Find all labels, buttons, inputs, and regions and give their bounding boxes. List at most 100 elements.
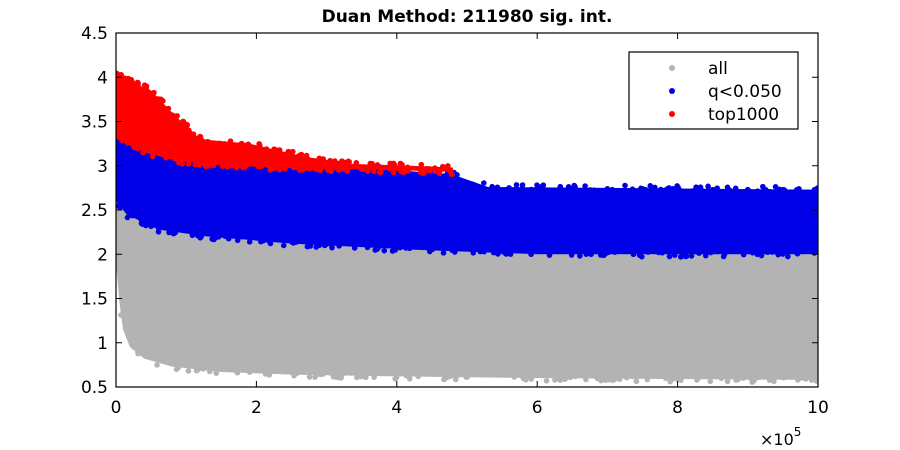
data-point — [165, 105, 172, 112]
data-point — [702, 252, 709, 259]
data-point — [230, 237, 236, 244]
data-point — [593, 253, 599, 259]
data-point — [210, 162, 217, 169]
data-point — [692, 187, 698, 193]
data-point — [647, 187, 654, 194]
data-point — [793, 187, 800, 193]
data-point — [645, 249, 651, 255]
data-point — [138, 216, 145, 223]
data-point — [329, 244, 335, 251]
data-point — [629, 186, 636, 193]
data-point — [389, 248, 396, 254]
data-point — [811, 250, 818, 256]
data-point — [616, 376, 623, 382]
series-band-top1000 — [116, 72, 453, 172]
data-point — [333, 374, 339, 380]
data-point — [639, 186, 646, 193]
data-point — [740, 251, 747, 258]
data-point — [327, 157, 333, 164]
data-point — [583, 376, 589, 383]
series-band-all — [116, 148, 818, 380]
data-point — [374, 162, 381, 169]
data-point — [633, 378, 640, 385]
data-point — [312, 374, 318, 380]
data-point — [592, 373, 599, 380]
data-point — [412, 248, 419, 255]
data-point — [170, 230, 177, 237]
data-point — [470, 249, 477, 256]
data-point — [312, 239, 319, 246]
data-point — [405, 373, 411, 379]
data-point — [190, 131, 197, 137]
data-point — [390, 169, 397, 176]
data-point — [441, 173, 448, 179]
data-point — [669, 374, 676, 381]
data-point — [392, 376, 398, 382]
data-point — [449, 171, 455, 178]
data-point — [185, 368, 192, 374]
data-point — [265, 162, 272, 168]
data-point — [477, 248, 484, 255]
data-point — [480, 180, 487, 186]
data-point — [740, 375, 747, 382]
data-point — [179, 161, 185, 167]
y-tick-label: 2.5 — [81, 201, 108, 221]
data-point — [705, 183, 711, 190]
legend-label: top1000 — [708, 105, 779, 125]
data-point — [358, 166, 365, 172]
data-point — [317, 167, 324, 174]
data-point — [222, 141, 228, 147]
data-point — [285, 148, 292, 155]
data-point — [604, 185, 611, 192]
x-axis-exponent: ×105 — [760, 425, 801, 449]
data-point — [381, 247, 388, 254]
data-point — [364, 244, 371, 251]
data-point — [307, 243, 314, 249]
legend-label: all — [708, 59, 728, 79]
data-point — [155, 229, 162, 235]
data-point — [257, 143, 263, 149]
data-point — [328, 370, 334, 376]
data-point — [387, 160, 393, 167]
data-point — [174, 113, 180, 119]
data-point — [293, 370, 300, 377]
data-point — [525, 373, 532, 380]
data-point — [597, 252, 604, 258]
data-point — [204, 138, 211, 145]
data-point — [280, 242, 287, 249]
data-point — [588, 251, 594, 258]
data-point — [528, 249, 535, 256]
y-tick-label: 4 — [97, 68, 108, 88]
data-point — [494, 184, 501, 191]
data-point — [398, 167, 405, 174]
data-point — [151, 89, 157, 96]
data-point — [678, 254, 684, 260]
data-point — [726, 187, 733, 194]
x-exponent-power: 5 — [794, 425, 802, 439]
data-point — [655, 373, 661, 380]
data-point — [611, 249, 618, 255]
data-point — [178, 120, 184, 127]
data-point — [440, 250, 447, 256]
data-point — [246, 239, 253, 245]
data-point — [293, 239, 299, 245]
data-point — [374, 246, 381, 252]
data-point — [197, 133, 204, 140]
data-point — [240, 164, 246, 171]
data-point — [724, 378, 731, 385]
data-point — [363, 374, 369, 381]
data-point — [674, 186, 681, 193]
data-point — [603, 374, 610, 380]
data-point — [208, 365, 215, 372]
data-point — [647, 183, 654, 189]
data-point — [306, 166, 313, 172]
data-point — [507, 251, 514, 257]
data-point — [609, 186, 616, 193]
data-point — [674, 376, 681, 383]
data-point — [735, 376, 742, 382]
data-point — [122, 75, 128, 82]
y-tick-label: 4.5 — [81, 24, 108, 44]
data-point — [206, 163, 212, 169]
data-point — [780, 374, 787, 381]
data-point — [367, 160, 374, 167]
